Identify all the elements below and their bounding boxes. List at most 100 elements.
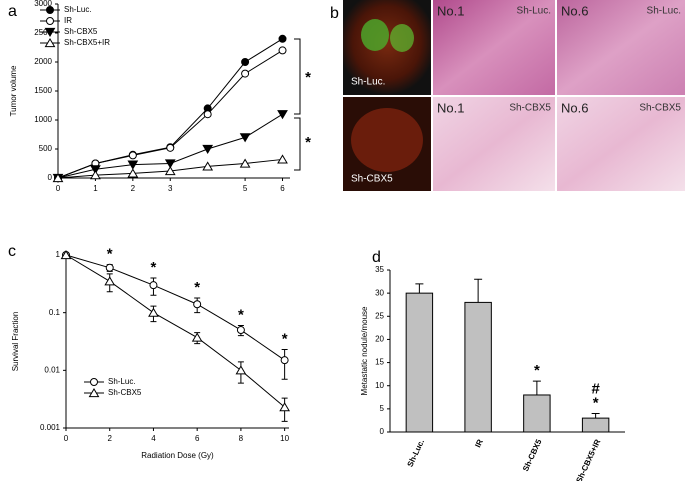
y-tick-label: 3000 — [34, 0, 52, 8]
annotation: * — [282, 330, 288, 347]
x-tick-label: 4 — [151, 434, 156, 443]
annotation: * — [238, 306, 244, 323]
data-point — [203, 110, 212, 119]
image-detail — [351, 108, 423, 172]
panel-label: c — [8, 243, 16, 260]
image-detail — [390, 24, 414, 52]
image-caption: Sh-CBX5 — [509, 103, 551, 114]
data-point — [278, 34, 287, 43]
data-point — [60, 249, 72, 260]
line — [57, 38, 283, 179]
error-bar — [532, 380, 541, 395]
y-tick-label: 1000 — [34, 115, 52, 124]
data-point — [193, 300, 202, 309]
image-number: No.1 — [437, 3, 464, 18]
y-tick-label: 0 — [48, 173, 53, 182]
y-tick-label: 10 — [375, 381, 384, 390]
data-point — [104, 276, 116, 286]
x-tick-label: 6 — [280, 184, 285, 193]
annotation: * — [534, 362, 540, 379]
error-bar — [281, 348, 288, 380]
error-bar — [591, 412, 600, 419]
image-number: No.1 — [437, 100, 464, 115]
legend-label: Sh-CBX5+IR — [64, 38, 110, 47]
data-point — [46, 6, 54, 14]
data-point — [239, 133, 251, 143]
x-tick-label: Sh-Luc. — [406, 438, 427, 468]
data-point — [202, 144, 214, 155]
x-tick-label: 0 — [56, 184, 61, 193]
y-tick-label: 30 — [375, 288, 384, 297]
y-tick-label: 35 — [375, 265, 384, 274]
legend-label: Sh-CBX5 — [108, 388, 142, 397]
x-tick-label: 1 — [93, 184, 98, 193]
x-tick-label: IR — [473, 438, 485, 449]
x-tick-label: 3 — [168, 184, 173, 193]
x-tick-label: 5 — [243, 184, 248, 193]
image-number: No.6 — [561, 100, 588, 115]
y-tick-label: 0.001 — [40, 423, 61, 432]
y-tick-label: 2000 — [34, 57, 52, 66]
data-point — [90, 165, 101, 175]
data-point — [239, 158, 251, 168]
data-point — [127, 160, 139, 170]
line — [65, 254, 285, 408]
data-point — [149, 281, 158, 290]
data-point — [202, 161, 214, 171]
bar — [523, 394, 551, 433]
data-point — [105, 263, 114, 272]
annotation: * — [305, 69, 311, 86]
y-axis-label: Metastatic nodule/mouse — [360, 306, 369, 395]
x-tick-label: 10 — [280, 434, 289, 443]
data-point — [277, 110, 288, 120]
y-tick-label: 0.1 — [49, 308, 61, 317]
image-detail — [361, 19, 389, 51]
data-point — [90, 378, 98, 386]
image — [557, 0, 685, 95]
image — [557, 97, 685, 191]
y-tick-label: 5 — [380, 404, 385, 413]
series — [62, 251, 289, 380]
bar — [464, 301, 492, 433]
data-point — [90, 170, 101, 180]
bar — [581, 417, 610, 433]
x-tick-label: 2 — [107, 434, 112, 443]
legend-label: Sh-CBX5 — [64, 27, 98, 36]
data-point — [46, 17, 54, 25]
data-point — [44, 37, 56, 48]
line — [57, 49, 283, 179]
annotation: * — [194, 279, 200, 296]
y-axis-label: Survival Fraction — [11, 312, 20, 372]
y-tick-label: 1 — [56, 250, 61, 259]
legend-label: Sh-Luc. — [64, 5, 92, 14]
x-tick-label: 2 — [131, 184, 136, 193]
data-point — [235, 365, 247, 375]
annotation: # — [591, 380, 600, 397]
legend-label: Sh-Luc. — [108, 377, 136, 386]
data-point — [52, 172, 64, 183]
y-axis-label: Tumor volume — [9, 65, 18, 116]
x-axis-label: Radiation Dose (Gy) — [141, 451, 214, 460]
x-tick-label: Sh-CBX5 — [521, 437, 544, 472]
legend-label: IR — [64, 16, 72, 25]
image-caption: Sh-Luc. — [351, 77, 385, 88]
image-number: No.6 — [561, 3, 588, 18]
image-caption: Sh-CBX5 — [351, 174, 393, 185]
line — [65, 254, 285, 361]
image — [343, 0, 431, 95]
annotation: * — [151, 259, 157, 276]
x-tick-label: Sh-CBX5+IR — [574, 438, 602, 481]
data-point — [164, 166, 176, 176]
data-point — [128, 151, 137, 160]
data-point — [278, 46, 287, 55]
x-tick-label: 0 — [64, 434, 69, 443]
annotation: * — [593, 394, 599, 411]
y-tick-label: 500 — [39, 144, 53, 153]
x-tick-label: 6 — [195, 434, 200, 443]
data-point — [127, 168, 139, 178]
data-point — [236, 326, 245, 335]
data-point — [277, 154, 288, 164]
error-bar — [474, 278, 483, 303]
data-point — [44, 27, 56, 38]
panel-label: d — [372, 249, 381, 266]
